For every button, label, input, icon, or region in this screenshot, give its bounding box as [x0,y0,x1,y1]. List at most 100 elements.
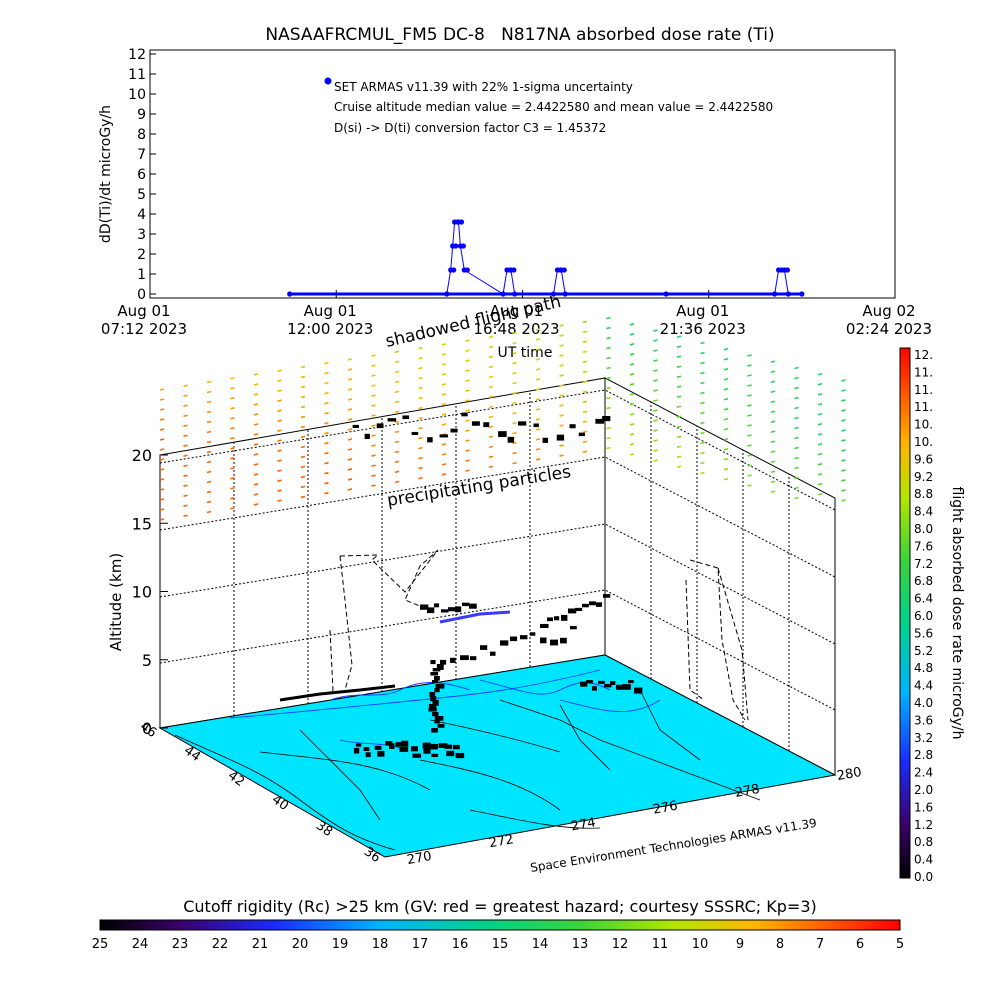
particle-mark [300,485,306,489]
particle-mark [324,381,329,385]
particle-mark [418,346,423,350]
particle-mark [324,421,329,425]
particle-mark [747,374,752,377]
track-mark [434,688,440,693]
particle-mark [606,396,611,400]
dose-colorbar-tick-label: 8.4 [914,505,933,519]
dose-colorbar-tick-label: 11. [914,383,933,397]
map-line [174,734,396,851]
track-mark [455,752,465,759]
particle-mark [770,460,776,464]
legend-line-3: D(si) -> D(ti) conversion factor C3 = 1.… [334,121,606,135]
dose-colorbar-tick-label: 9.2 [914,470,933,484]
particle-mark [488,385,494,389]
track-mark [470,656,477,661]
particle-mark [253,503,259,506]
particle-mark [277,499,282,502]
dose-colorbar-tick-label: 7.2 [914,557,933,571]
particle-mark [441,423,447,426]
longitude-tick-label: 274 [570,815,597,834]
particle-mark [770,370,776,374]
annotation-precipitating-particles: precipitating particles [386,462,573,511]
particle-mark [747,364,752,367]
particle-mark [300,445,306,449]
track-mark [365,752,371,758]
particle-mark [253,463,259,466]
particle-mark [817,392,823,396]
rigidity-colorbar-tick-label: 13 [572,937,589,952]
particle-mark [230,496,235,500]
particle-mark [653,389,658,392]
track-mark [430,696,437,702]
particle-mark [676,375,682,379]
track-mark [432,712,439,717]
rigidity-colorbar-tick-label: 8 [776,937,784,952]
particle-mark [253,393,259,396]
series-point [511,267,517,273]
particle-mark [841,379,846,382]
particle-mark [418,456,423,460]
particle-mark [347,428,353,431]
particle-mark [206,380,212,384]
track-mark [575,607,583,612]
track-mark [428,704,437,709]
dose-colorbar-tick-label: 0.8 [914,835,933,849]
track-mark [471,421,480,426]
particle-mark [582,360,588,364]
rigidity-colorbar-tick-label: 15 [492,937,509,952]
boundary-line [559,699,661,712]
dose-colorbar-tick-label: 11. [914,400,933,414]
particle-mark [723,447,729,451]
particle-mark [183,394,188,398]
series-point [550,291,557,297]
particle-mark [159,468,165,471]
track-mark [586,680,593,684]
particle-mark [700,421,705,425]
track-mark [542,437,549,443]
particle-mark [700,471,705,475]
particle-mark [418,356,423,360]
particle-mark [465,439,470,442]
track-mark [432,700,439,706]
track-mark [436,664,444,670]
particle-mark [512,451,517,455]
particle-mark [488,445,494,449]
particle-mark [653,339,658,342]
particle-mark [488,455,494,459]
particle-mark [441,473,447,476]
rigidity-colorbar-tick-label: 7 [816,937,824,952]
particle-mark [418,416,423,420]
y-tick-label: 12 [128,47,146,63]
particle-mark [371,424,376,427]
particle-mark [535,328,541,331]
particle-mark [183,444,188,448]
track-mark [438,743,448,748]
particle-mark [371,394,376,397]
altitude-curtains [324,549,749,721]
track-segment [279,684,396,702]
track-mark [461,412,468,417]
particle-mark [277,489,282,492]
particle-mark [770,400,776,404]
particle-mark [300,395,306,399]
particle-mark [253,423,259,426]
particle-mark [629,423,635,426]
particle-mark [747,444,752,447]
particle-mark [371,454,376,457]
track-mark [434,603,440,608]
rigidity-colorbar-tick-label: 24 [132,937,149,952]
dose-colorbar-tick-label: 1.2 [914,818,933,832]
track-mark [547,617,553,622]
particle-mark [394,430,400,434]
particle-mark [159,408,165,411]
particle-mark [277,479,282,482]
track-mark [490,651,496,656]
particle-mark [535,348,541,351]
particle-mark [230,476,235,480]
particle-mark [606,376,611,380]
particle-mark [817,402,823,406]
track-mark [455,606,462,613]
series-point [460,243,467,249]
particle-mark [465,399,470,402]
particle-mark [394,480,400,484]
